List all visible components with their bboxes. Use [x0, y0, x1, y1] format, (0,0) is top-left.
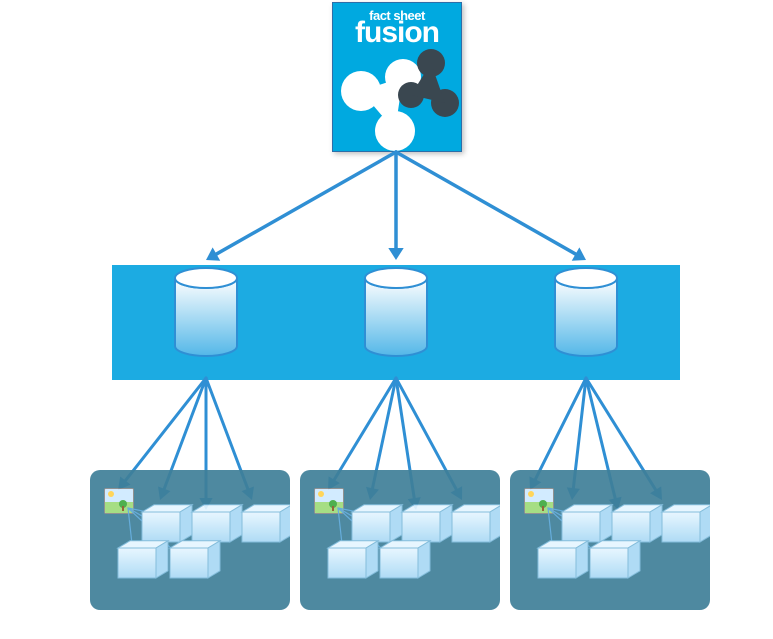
output-panel — [300, 470, 500, 610]
output-panel — [90, 470, 290, 610]
logo-big-text: fusion — [333, 18, 461, 48]
databases-bar — [112, 265, 680, 380]
image-icon — [104, 488, 134, 514]
output-panel — [510, 470, 710, 610]
image-icon — [524, 488, 554, 514]
diagram-root: { "canvas": { "w": 773, "h": 639, "bg": … — [0, 0, 773, 639]
image-icon — [314, 488, 344, 514]
fusion-logo-card: fact sheet fusion — [332, 2, 462, 152]
fusion-logo-text: fact sheet fusion — [333, 3, 461, 48]
